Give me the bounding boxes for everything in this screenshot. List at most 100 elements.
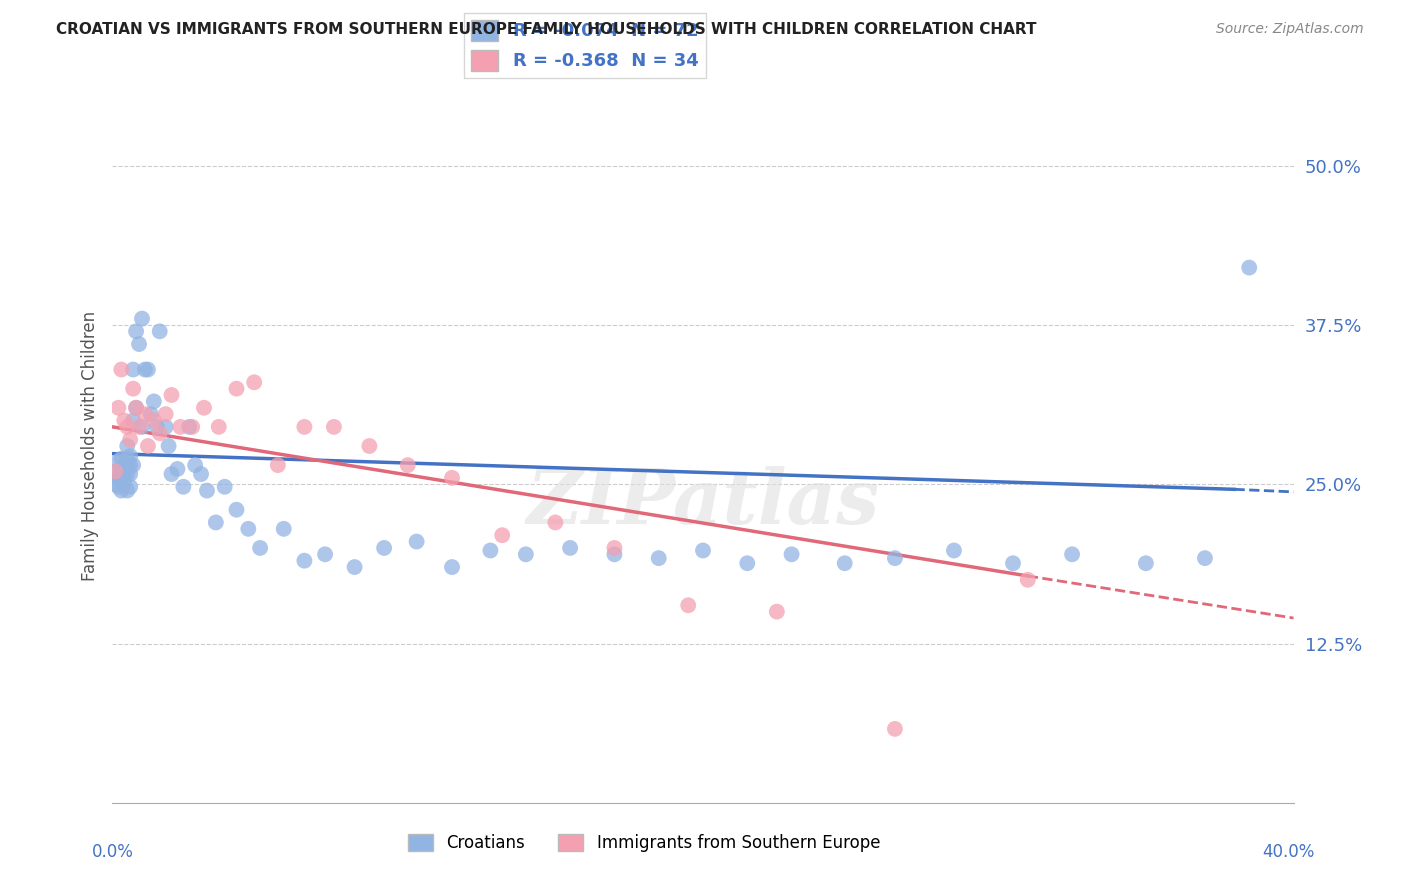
Point [125,401,148,415]
Point [214,480,236,494]
Point [117,439,138,453]
Point [359,439,381,453]
Point [834,556,856,570]
Y-axis label: Family Households with Children: Family Households with Children [80,311,98,581]
Point [122,413,145,427]
Point [120,449,142,463]
Point [544,516,567,530]
Point [112,467,135,481]
Point [491,528,513,542]
Point [780,547,803,561]
Point [134,362,156,376]
Point [104,465,127,479]
Point [737,556,759,570]
Point [515,547,537,561]
Point [184,458,207,472]
Point [1239,260,1261,275]
Point [125,324,148,338]
Point [110,451,132,466]
Point [120,480,142,494]
Point [104,465,127,479]
Point [1017,573,1039,587]
Point [405,534,427,549]
Point [181,420,204,434]
Point [120,458,142,472]
Point [110,462,132,476]
Point [373,541,395,555]
Point [120,433,142,447]
Point [112,475,135,489]
Point [125,401,148,415]
Point [166,462,188,476]
Point [110,362,132,376]
Point [107,401,129,415]
Point [603,541,626,555]
Point [131,420,153,434]
Point [136,439,159,453]
Point [107,454,129,468]
Point [193,401,215,415]
Point [122,382,145,396]
Point [195,483,218,498]
Point [112,413,135,427]
Point [172,480,194,494]
Point [120,467,142,481]
Point [122,458,145,472]
Point [1062,547,1084,561]
Point [692,543,714,558]
Point [136,362,159,376]
Point [149,426,172,441]
Point [884,722,907,736]
Text: ZIPatlas: ZIPatlas [526,467,880,540]
Legend: Croatians, Immigrants from Southern Europe: Croatians, Immigrants from Southern Euro… [401,827,887,859]
Point [160,467,183,481]
Point [1194,551,1216,566]
Text: 0.0%: 0.0% [91,843,134,861]
Point [117,451,138,466]
Point [190,467,212,481]
Point [292,554,315,568]
Point [267,458,290,472]
Point [134,407,156,421]
Point [225,382,247,396]
Point [273,522,295,536]
Point [208,420,231,434]
Point [238,522,260,536]
Point [243,376,266,390]
Point [131,311,153,326]
Point [160,388,183,402]
Point [558,541,582,555]
Point [1135,556,1157,570]
Point [107,480,129,494]
Point [169,420,191,434]
Point [292,420,315,434]
Point [122,362,145,376]
Point [942,543,965,558]
Point [441,471,464,485]
Point [205,516,228,530]
Point [603,547,626,561]
Point [1001,556,1024,570]
Point [104,477,127,491]
Point [117,420,138,434]
Point [142,413,165,427]
Text: 40.0%: 40.0% [1263,843,1315,861]
Point [117,458,138,472]
Point [343,560,366,574]
Point [323,420,346,434]
Point [128,337,150,351]
Text: CROATIAN VS IMMIGRANTS FROM SOUTHERN EUROPE FAMILY HOUSEHOLDS WITH CHILDREN CORR: CROATIAN VS IMMIGRANTS FROM SOUTHERN EUR… [56,22,1036,37]
Point [314,547,336,561]
Point [647,551,671,566]
Point [117,483,138,498]
Text: Source: ZipAtlas.com: Source: ZipAtlas.com [1216,22,1364,37]
Point [249,541,271,555]
Point [479,543,502,558]
Point [396,458,419,472]
Point [117,467,138,481]
Point [149,324,172,338]
Point [142,394,165,409]
Point [146,420,169,434]
Point [112,458,135,472]
Point [225,502,247,516]
